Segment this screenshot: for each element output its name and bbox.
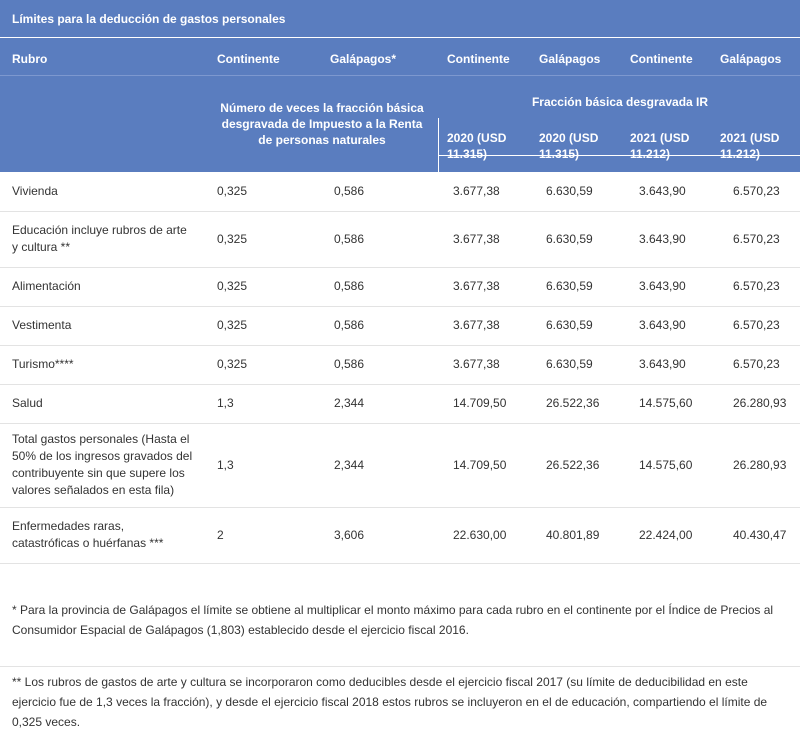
row-value: 40.801,89 <box>534 507 627 564</box>
row-value: 6.630,59 <box>534 267 627 307</box>
row-value: 3.677,38 <box>441 172 534 212</box>
row-value: 0,325 <box>205 211 322 268</box>
row-label: Enfermedades raras, catastróficas o huér… <box>0 507 205 564</box>
table-row: Salud 1,3 2,344 14.709,50 26.522,36 14.575,60… <box>0 384 800 424</box>
row-value: 6.630,59 <box>534 345 627 385</box>
row-value: 22.424,00 <box>627 507 721 564</box>
row-value: 0,586 <box>322 172 441 212</box>
footnote-1: * Para la provincia de Galápagos el lími… <box>12 603 774 637</box>
header-galapagos-3: Galápagos <box>720 52 782 66</box>
header-sub-2020-galapagos: 2020 (USD 11.315) <box>539 131 599 161</box>
row-label: Vivienda <box>0 172 205 212</box>
row-value: 3.677,38 <box>441 211 534 268</box>
footnote-divider <box>0 666 800 667</box>
row-value: 6.570,23 <box>721 306 800 346</box>
row-value: 22.630,00 <box>441 507 534 564</box>
row-value: 14.575,60 <box>627 384 721 424</box>
row-label: Vestimenta <box>0 306 205 346</box>
table-row: Total gastos personales (Hasta el 50% de… <box>0 423 800 508</box>
row-value: 2,344 <box>322 384 441 424</box>
row-value: 0,325 <box>205 172 322 212</box>
row-value: 3.677,38 <box>441 267 534 307</box>
row-value: 14.709,50 <box>441 384 534 424</box>
row-value: 0,586 <box>322 345 441 385</box>
header-sub-divider <box>438 155 800 156</box>
row-value: 0,325 <box>205 345 322 385</box>
header-sub-2021-galapagos: 2021 (USD 11.212) <box>720 131 780 161</box>
header-divider <box>0 75 800 76</box>
header-continente-1: Continente <box>217 52 280 66</box>
table-row: Vestimenta 0,325 0,586 3.677,38 6.630,59 3.64… <box>0 306 800 346</box>
header-sub-2021-continente: 2021 (USD 11.212) <box>630 131 690 161</box>
table-row: Vivienda 0,325 0,586 3.677,38 6.630,59 3.643,… <box>0 172 800 212</box>
row-value: 3.643,90 <box>627 306 721 346</box>
row-value: 14.575,60 <box>627 423 721 508</box>
row-value: 0,325 <box>205 267 322 307</box>
row-value: 26.522,36 <box>534 384 627 424</box>
header-galapagos-2: Galápagos <box>539 52 601 66</box>
table-title: Límites para la deducción de gastos pers… <box>0 0 800 38</box>
row-value: 3.677,38 <box>441 306 534 346</box>
row-value: 3.643,90 <box>627 267 721 307</box>
header-rubro: Rubro <box>12 52 48 66</box>
row-value: 2,344 <box>322 423 441 508</box>
table-row: Alimentación 0,325 0,586 3.677,38 6.630,59 3.… <box>0 267 800 307</box>
row-value: 0,325 <box>205 306 322 346</box>
row-value: 1,3 <box>205 384 322 424</box>
header-sub-2020-continente: 2020 (USD 11.315) <box>447 131 507 161</box>
row-value: 2 <box>205 507 322 564</box>
row-value: 3.677,38 <box>441 345 534 385</box>
row-value: 40.430,47 <box>721 507 800 564</box>
row-value: 26.522,36 <box>534 423 627 508</box>
header-galapagos-1: Galápagos* <box>330 52 397 66</box>
row-value: 0,586 <box>322 267 441 307</box>
row-label: Total gastos personales (Hasta el 50% de… <box>0 423 205 508</box>
table-header: Rubro Continente Galápagos* Continente G… <box>0 38 800 172</box>
row-label: Educación incluye rubros de arte y cultu… <box>0 211 205 268</box>
row-value: 6.630,59 <box>534 211 627 268</box>
header-continente-2: Continente <box>447 52 510 66</box>
row-value: 6.630,59 <box>534 306 627 346</box>
row-label: Turismo**** <box>0 345 205 385</box>
table-row: Educación incluye rubros de arte y cultu… <box>0 211 800 268</box>
row-value: 6.570,23 <box>721 345 800 385</box>
header-continente-3: Continente <box>630 52 693 66</box>
row-value: 3,606 <box>322 507 441 564</box>
row-value: 14.709,50 <box>441 423 534 508</box>
table-body: Vivienda 0,325 0,586 3.677,38 6.630,59 3.643,… <box>0 172 800 564</box>
row-label: Alimentación <box>0 267 205 307</box>
row-value: 6.570,23 <box>721 172 800 212</box>
row-label: Salud <box>0 384 205 424</box>
row-value: 0,586 <box>322 211 441 268</box>
row-value: 6.630,59 <box>534 172 627 212</box>
footnote-2: ** Los rubros de gastos de arte y cultur… <box>12 675 768 729</box>
row-value: 6.570,23 <box>721 211 800 268</box>
table-row: Enfermedades raras, catastróficas o huér… <box>0 507 800 564</box>
row-value: 1,3 <box>205 423 322 508</box>
row-value: 3.643,90 <box>627 345 721 385</box>
row-value: 3.643,90 <box>627 172 721 212</box>
row-value: 26.280,93 <box>721 384 800 424</box>
row-value: 26.280,93 <box>721 423 800 508</box>
row-value: 0,586 <box>322 306 441 346</box>
header-group-fraction: Fracción básica desgravada IR <box>531 95 709 109</box>
table-row: Turismo**** 0,325 0,586 3.677,38 6.630,59 3.6… <box>0 345 800 385</box>
row-value: 6.570,23 <box>721 267 800 307</box>
row-value: 3.643,90 <box>627 211 721 268</box>
header-group-times: Número de veces la fracción básica desgr… <box>220 101 424 147</box>
header-vertical-divider <box>438 118 439 172</box>
